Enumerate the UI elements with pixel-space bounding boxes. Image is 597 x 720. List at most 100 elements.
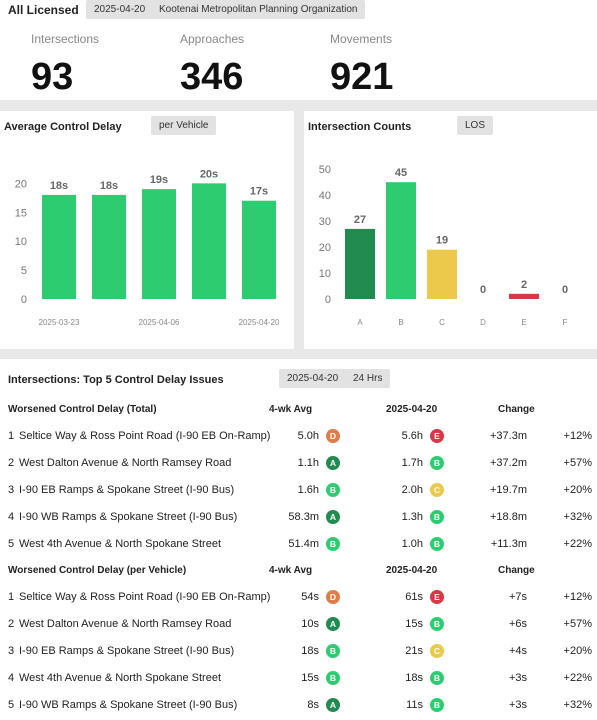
counts-chart-title: Intersection Counts [308, 121, 412, 133]
col-change-header: Change [498, 565, 535, 576]
avg-los-badge: A [326, 510, 340, 524]
intersection-name[interactable]: Seltice Way & Ross Point Road (I-90 EB O… [19, 591, 271, 603]
row-rank: 4 [8, 672, 15, 684]
los-chip[interactable]: LOS [457, 116, 494, 135]
change-percent: +20% [563, 645, 592, 657]
change-value: +37.2m [490, 457, 527, 469]
x-tick-label: 2025-03-23 [39, 318, 80, 327]
table-row[interactable]: 1 Seltice Way & Ross Point Road (I-90 EB … [0, 423, 597, 450]
row-rank: 5 [8, 699, 15, 711]
current-los-badge: B [430, 698, 444, 712]
section-title: Worsened Control Delay (per Vehicle) [8, 565, 187, 576]
current-value: 18s [405, 672, 423, 684]
change-percent: +22% [563, 538, 592, 550]
bar-data-label: 45 [395, 167, 407, 179]
change-value: +6s [508, 618, 527, 630]
avg-los-badge: D [326, 429, 340, 443]
row-rank: 2 [8, 457, 15, 469]
x-tick-label: B [398, 318, 403, 327]
avg-los-badge: B [326, 644, 340, 658]
avg-value: 1.1h [297, 457, 319, 469]
avg-value: 10s [301, 618, 319, 630]
kpi-approaches-label: Approaches [180, 32, 245, 46]
table-row[interactable]: 2 West Dalton Avenue & North Ramsey Road 1… [0, 611, 597, 638]
current-value: 2.0h [401, 484, 423, 496]
los-bar [509, 293, 539, 299]
table-row[interactable]: 5 I-90 WB Ramps & Spokane Street (I-90 Bu… [0, 692, 597, 719]
y-tick-label: 10 [15, 236, 27, 248]
issues-range-chip[interactable]: 24 Hrs [345, 369, 391, 388]
kpi-movements-value: 921 [330, 56, 394, 98]
intersection-name[interactable]: West 4th Avenue & North Spokane Street [19, 672, 221, 684]
bar-data-label: 18s [100, 180, 118, 192]
date-chip[interactable]: 2025-04-20 [86, 0, 154, 19]
intersection-name[interactable]: I-90 EB Ramps & Spokane Street (I-90 Bus… [19, 645, 235, 657]
bar-data-label: 27 [354, 214, 366, 226]
table-row[interactable]: 4 I-90 WB Ramps & Spokane Street (I-90 Bu… [0, 504, 597, 531]
avg-value: 18s [301, 645, 319, 657]
table-row[interactable]: 3 I-90 EB Ramps & Spokane Street (I-90 Bu… [0, 477, 597, 504]
change-percent: +57% [563, 457, 592, 469]
y-tick-label: 20 [319, 242, 331, 254]
delay-bar [142, 189, 176, 299]
table-row[interactable]: 3 I-90 EB Ramps & Spokane Street (I-90 Bu… [0, 638, 597, 665]
bar-data-label: 0 [480, 284, 486, 296]
row-rank: 3 [8, 645, 15, 657]
intersection-name[interactable]: I-90 WB Ramps & Spokane Street (I-90 Bus… [19, 511, 238, 523]
y-tick-label: 0 [325, 294, 331, 306]
current-los-badge: C [430, 483, 444, 497]
row-rank: 5 [8, 538, 15, 550]
per-vehicle-chip[interactable]: per Vehicle [151, 116, 217, 135]
current-los-badge: B [430, 537, 444, 551]
delay-bar [42, 194, 76, 299]
organization-chip[interactable]: Kootenai Metropolitan Planning Organizat… [151, 0, 366, 19]
avg-los-badge: B [326, 537, 340, 551]
change-value: +18.8m [490, 511, 527, 523]
delay-bar [242, 200, 276, 299]
los-bar [427, 249, 457, 299]
col-date-header: 2025-04-20 [386, 404, 438, 415]
avg-value: 5.0h [297, 430, 319, 442]
change-value: +7s [508, 591, 527, 603]
delay-chart-panel: Average Control Delay per Vehicle 0 5 10 15… [0, 111, 294, 349]
intersection-name[interactable]: Seltice Way & Ross Point Road (I-90 EB O… [19, 430, 271, 442]
intersection-name[interactable]: West Dalton Avenue & North Ramsey Road [19, 457, 232, 469]
current-value: 1.3h [401, 511, 423, 523]
table-row[interactable]: 1 Seltice Way & Ross Point Road (I-90 EB … [0, 584, 597, 611]
section-header-per-vehicle: Worsened Control Delay (per Vehicle) 4-w… [0, 560, 597, 582]
current-los-badge: B [430, 456, 444, 470]
table-row[interactable]: 2 West Dalton Avenue & North Ramsey Road 1… [0, 450, 597, 477]
intersection-name[interactable]: I-90 WB Ramps & Spokane Street (I-90 Bus… [19, 699, 238, 711]
change-percent: +32% [563, 511, 592, 523]
current-value: 1.7h [401, 457, 423, 469]
intersection-name[interactable]: I-90 EB Ramps & Spokane Street (I-90 Bus… [19, 484, 235, 496]
intersection-name[interactable]: West Dalton Avenue & North Ramsey Road [19, 618, 232, 630]
current-los-badge: B [430, 510, 444, 524]
bar-data-label: 17s [250, 186, 268, 198]
los-bar [345, 228, 375, 299]
x-tick-label: 2025-04-06 [139, 318, 180, 327]
x-tick-label: C [439, 318, 445, 327]
bar-data-label: 18s [50, 180, 68, 192]
col-change-header: Change [498, 404, 535, 415]
row-rank: 3 [8, 484, 15, 496]
delay-bar-chart: 0 5 10 15 20 18s 18s 19s 20s 17s 2025-03-23 2025-04… [15, 168, 280, 327]
avg-value: 54s [301, 591, 319, 603]
issues-date-chip[interactable]: 2025-04-20 [279, 369, 347, 388]
y-tick-label: 15 [15, 207, 27, 219]
change-percent: +12% [563, 430, 592, 442]
current-los-badge: B [430, 671, 444, 685]
x-tick-label: A [357, 318, 363, 327]
change-value: +37.3m [490, 430, 527, 442]
table-row[interactable]: 5 West 4th Avenue & North Spokane Street 5… [0, 531, 597, 558]
change-value: +3s [508, 672, 527, 684]
avg-los-badge: A [326, 456, 340, 470]
row-rank: 1 [8, 591, 15, 603]
table-row[interactable]: 4 West 4th Avenue & North Spokane Street 1… [0, 665, 597, 692]
avg-los-badge: B [326, 483, 340, 497]
intersection-name[interactable]: West 4th Avenue & North Spokane Street [19, 538, 221, 550]
avg-los-badge: A [326, 617, 340, 631]
y-tick-label: 50 [319, 164, 331, 176]
kpi-movements-label: Movements [330, 32, 393, 46]
summary-panel: All Licensed 2025-04-20 Kootenai Metropo… [0, 0, 597, 100]
